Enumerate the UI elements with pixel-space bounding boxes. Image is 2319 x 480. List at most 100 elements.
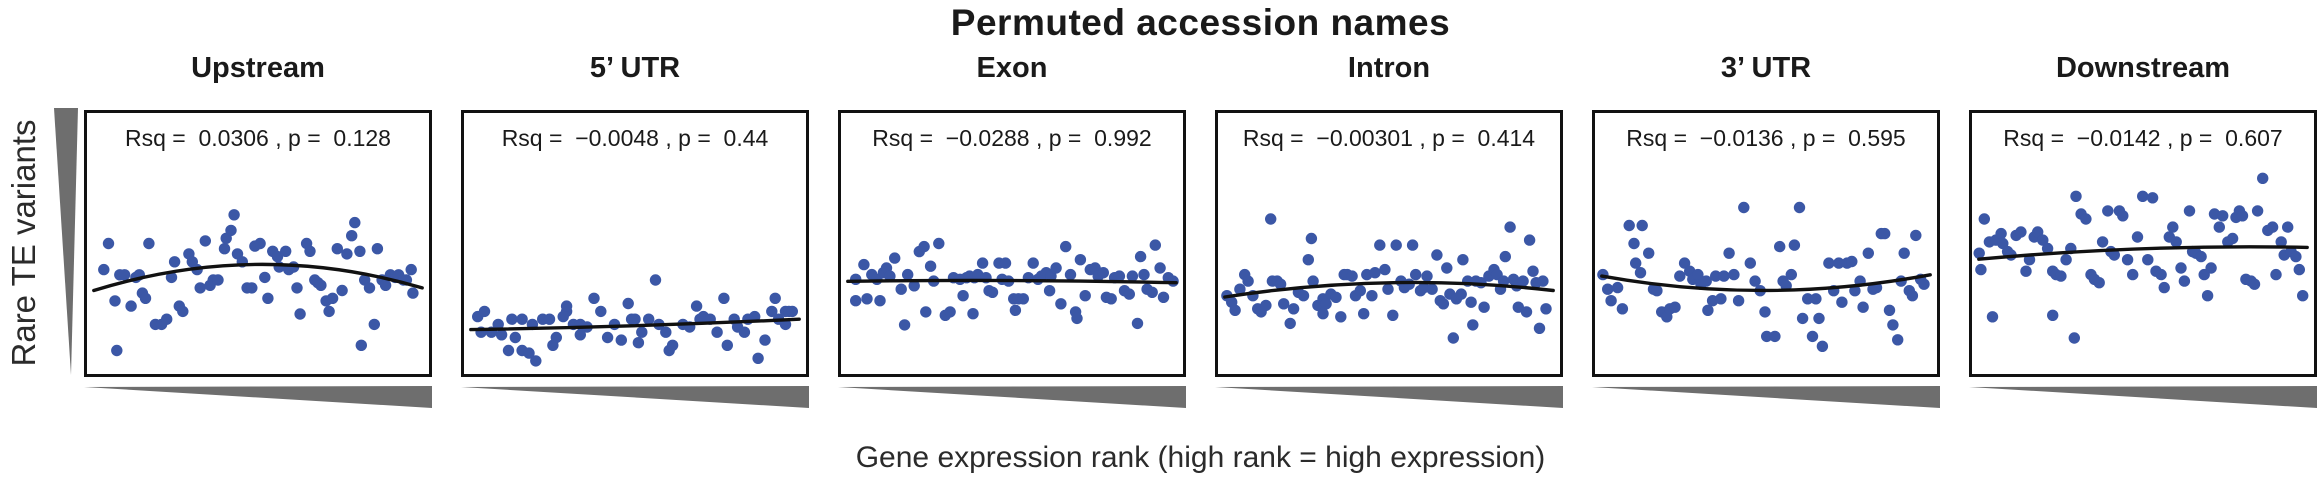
data-point — [1055, 298, 1067, 310]
data-point — [168, 256, 181, 268]
data-point — [1785, 268, 1797, 281]
data-point — [1738, 201, 1750, 214]
data-point — [2131, 231, 2144, 243]
data-point — [766, 305, 778, 318]
trend-line — [1600, 273, 1932, 293]
data-point — [1126, 270, 1139, 282]
data-point — [2121, 254, 2134, 266]
data-point — [2015, 226, 2027, 238]
data-point — [1517, 275, 1529, 287]
data-point — [1906, 290, 1919, 302]
data-point — [2096, 236, 2109, 248]
data-point — [718, 292, 730, 304]
data-point — [1810, 293, 1822, 305]
data-point — [2041, 242, 2054, 255]
data-point — [1995, 227, 2007, 240]
data-point — [649, 274, 662, 286]
data-point — [2137, 190, 2149, 202]
data-point — [1071, 312, 1083, 325]
data-point — [1833, 257, 1845, 269]
data-point — [118, 269, 131, 281]
data-point — [1802, 293, 1814, 305]
data-point — [1441, 262, 1453, 274]
data-point — [1813, 312, 1825, 325]
data-point — [1702, 304, 1714, 316]
data-point — [2037, 234, 2049, 246]
data-point — [161, 313, 173, 325]
data-point — [898, 319, 911, 331]
data-point — [976, 257, 989, 269]
data-point — [1079, 290, 1091, 302]
y-axis-gradient-wedge — [54, 108, 78, 375]
data-point — [759, 334, 771, 346]
scatter-plot-downstream — [1973, 172, 2309, 344]
data-point — [1113, 270, 1126, 282]
data-point — [109, 295, 121, 307]
data-point — [1406, 239, 1419, 251]
data-point — [2290, 250, 2302, 263]
data-point — [304, 245, 316, 257]
data-point — [918, 240, 930, 253]
data-point — [574, 329, 586, 341]
data-point — [1330, 291, 1342, 303]
data-point — [280, 245, 292, 257]
data-point — [346, 230, 358, 242]
stats-label-upstream: Rsq = 0.0306 , p = 0.128 — [125, 125, 391, 151]
data-point — [622, 297, 634, 310]
data-point — [1154, 262, 1166, 274]
data-point — [1287, 303, 1300, 315]
data-point — [1634, 267, 1647, 279]
data-point — [2257, 172, 2269, 184]
data-point — [1749, 275, 1761, 287]
data-point — [1710, 270, 1722, 282]
data-point — [543, 313, 556, 325]
data-point — [1823, 257, 1835, 269]
data-point — [1527, 265, 1539, 277]
data-point — [920, 306, 932, 318]
x-axis-gradient-wedge-intron — [1215, 386, 1563, 408]
data-point — [259, 271, 271, 284]
panel-title-intron: Intron — [1347, 52, 1431, 84]
data-point — [1131, 317, 1144, 330]
data-point — [1523, 234, 1536, 246]
data-point — [1887, 319, 1899, 331]
data-point — [323, 305, 335, 318]
data-point — [1918, 278, 1930, 290]
data-point — [1623, 219, 1635, 232]
data-point — [502, 344, 515, 357]
x-axis-gradient-wedge-3-utr — [1592, 386, 1940, 408]
data-point — [294, 308, 306, 320]
data-point — [1849, 285, 1861, 297]
data-point — [1455, 288, 1467, 300]
data-point — [1307, 275, 1319, 287]
data-point — [547, 339, 559, 351]
data-point — [341, 248, 353, 260]
data-point — [1009, 304, 1022, 316]
data-point — [506, 313, 518, 325]
data-point — [721, 339, 733, 351]
data-point — [2266, 221, 2279, 233]
data-point — [379, 279, 392, 291]
trend-line — [1977, 245, 2309, 261]
data-point — [102, 237, 115, 250]
data-point — [1387, 309, 1399, 321]
data-point — [212, 274, 224, 286]
data-point — [629, 313, 641, 325]
data-point — [1045, 270, 1057, 282]
data-point — [530, 355, 542, 367]
data-point — [2282, 221, 2294, 233]
data-point — [1097, 267, 1109, 279]
data-point — [1986, 311, 1999, 323]
data-point — [1537, 275, 1549, 287]
data-point — [1374, 239, 1386, 251]
panel-5-utr: Rsq = −0.0048 , p = 0.44 — [461, 110, 809, 377]
data-point — [1366, 290, 1378, 302]
data-point — [957, 290, 969, 302]
data-point — [1447, 332, 1459, 344]
x-axis-gradient-wedge-exon — [838, 386, 1186, 408]
data-point — [1123, 288, 1135, 300]
data-point — [509, 331, 521, 344]
data-point — [143, 237, 155, 250]
data-point — [1605, 295, 1617, 307]
data-point — [1149, 239, 1161, 251]
